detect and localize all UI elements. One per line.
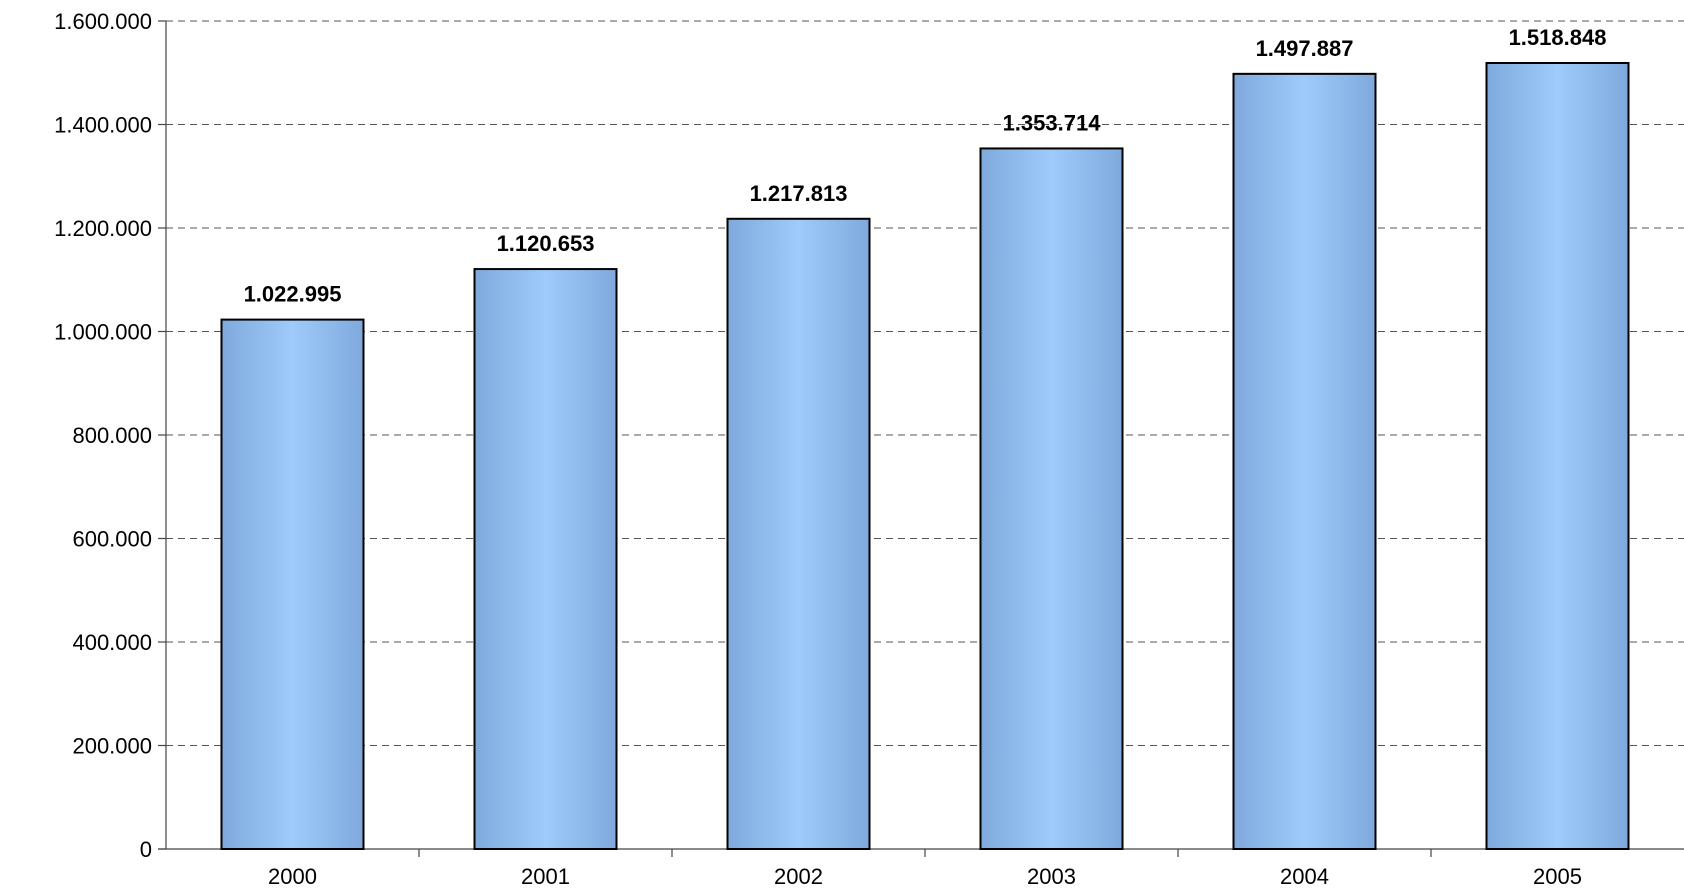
data-label-2003: 1.353.714 <box>1003 110 1102 135</box>
bar-2001 <box>473 268 618 850</box>
x-tick-label-2002: 2002 <box>774 864 823 889</box>
data-label-2002: 1.217.813 <box>750 181 848 206</box>
bars <box>220 61 1630 851</box>
y-tick-label: 400.000 <box>72 630 152 655</box>
bar-2002 <box>726 217 871 850</box>
x-tick-label-2004: 2004 <box>1280 864 1329 889</box>
y-tick-label: 600.000 <box>72 527 152 552</box>
x-tick-label-2001: 2001 <box>521 864 570 889</box>
bar-2004 <box>1232 72 1377 850</box>
axes <box>158 20 1684 857</box>
x-tick-label-2003: 2003 <box>1027 864 1076 889</box>
data-label-2001: 1.120.653 <box>497 231 595 256</box>
data-label-2004: 1.497.887 <box>1256 36 1354 61</box>
y-tick-label: 200.000 <box>72 734 152 759</box>
gridlines <box>166 20 1684 746</box>
x-tick-label-2000: 2000 <box>268 864 317 889</box>
x-tick-label-2005: 2005 <box>1533 864 1582 889</box>
labels: 0 200.000 400.000 600.000 800.000 1.000.000 1.… <box>54 9 1606 889</box>
bar-2005 <box>1485 61 1630 851</box>
bar-2000 <box>220 318 365 850</box>
y-tick-label: 800.000 <box>72 423 152 448</box>
data-label-2005: 1.518.848 <box>1509 25 1607 50</box>
y-tick-label: 1.200.000 <box>54 216 152 241</box>
bar-2003 <box>979 147 1124 850</box>
data-label-2000: 1.022.995 <box>244 282 342 307</box>
y-tick-label: 0 <box>140 837 152 862</box>
y-tick-label: 1.600.000 <box>54 9 152 34</box>
y-tick-label: 1.400.000 <box>54 113 152 138</box>
y-tick-label: 1.000.000 <box>54 320 152 345</box>
